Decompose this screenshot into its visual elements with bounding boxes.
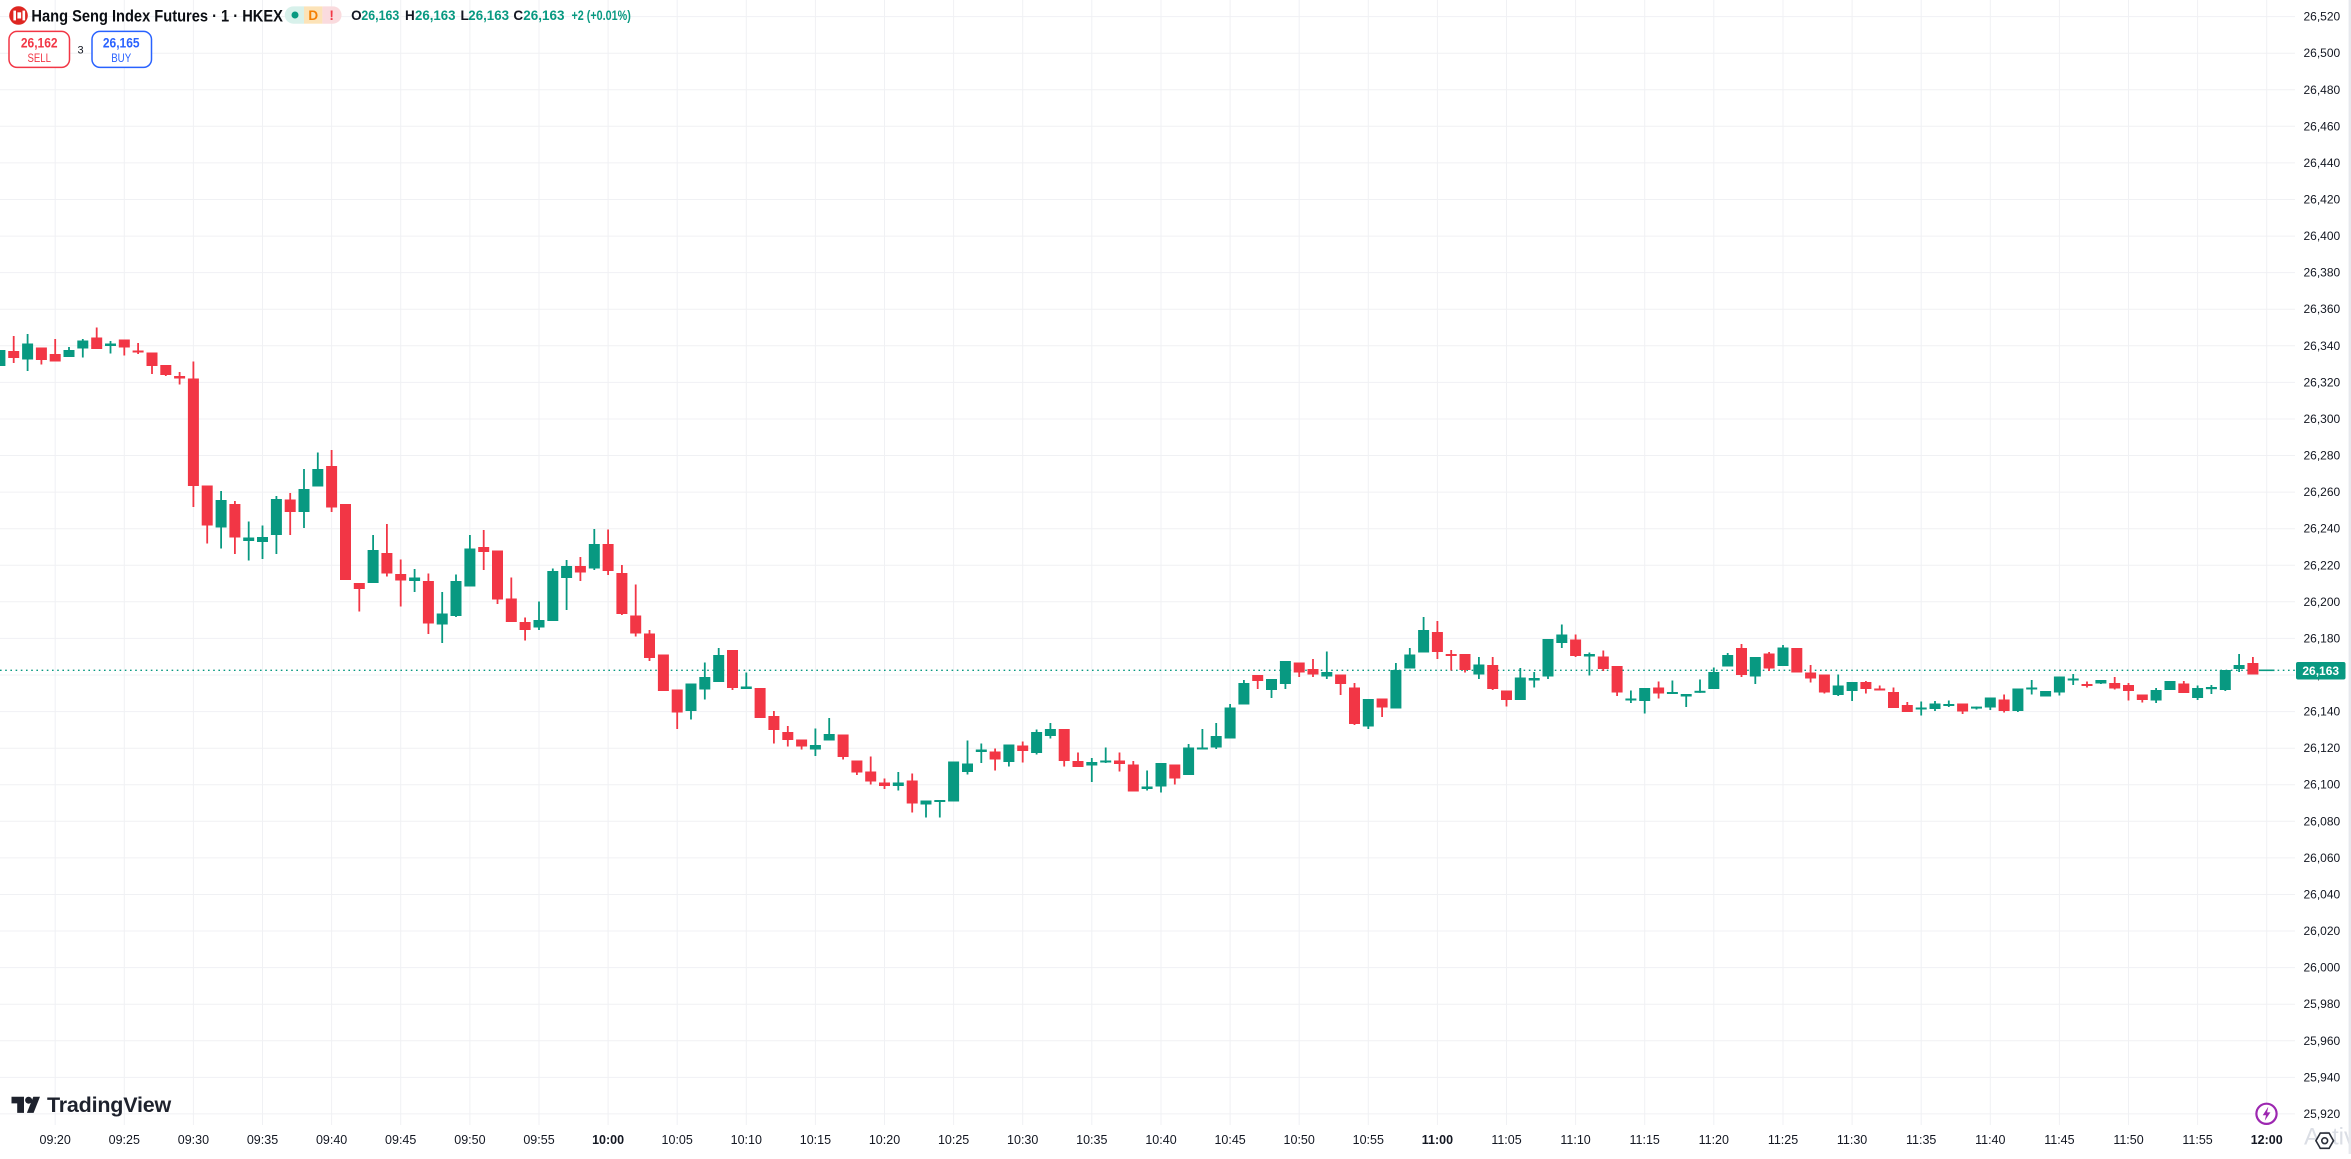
svg-text:26,120: 26,120 — [2304, 741, 2341, 755]
svg-text:26,240: 26,240 — [2304, 522, 2341, 536]
svg-text:+2 (+0.01%): +2 (+0.01%) — [572, 8, 631, 23]
svg-text:10:50: 10:50 — [1284, 1133, 1315, 1147]
svg-text:11:25: 11:25 — [1768, 1133, 1798, 1147]
svg-text:10:30: 10:30 — [1007, 1133, 1038, 1147]
svg-text:26,220: 26,220 — [2304, 558, 2341, 572]
svg-text:26,020: 26,020 — [2304, 924, 2341, 938]
svg-text:25,920: 25,920 — [2304, 1107, 2341, 1121]
svg-text:25,940: 25,940 — [2304, 1070, 2341, 1084]
svg-text:09:55: 09:55 — [523, 1133, 554, 1147]
svg-text:3: 3 — [77, 45, 83, 57]
svg-text:26,060: 26,060 — [2304, 851, 2341, 865]
svg-text:10:25: 10:25 — [938, 1133, 969, 1147]
svg-text:10:35: 10:35 — [1076, 1133, 1107, 1147]
svg-text:26,280: 26,280 — [2304, 449, 2341, 463]
svg-text:10:05: 10:05 — [662, 1133, 693, 1147]
svg-text:10:20: 10:20 — [869, 1133, 900, 1147]
svg-text:26,380: 26,380 — [2304, 266, 2341, 280]
svg-text:!: ! — [329, 8, 334, 23]
svg-text:26,163: 26,163 — [361, 8, 399, 23]
svg-text:O: O — [351, 8, 362, 23]
svg-text:11:40: 11:40 — [1975, 1133, 2005, 1147]
svg-text:26,000: 26,000 — [2304, 961, 2341, 975]
svg-text:26,162: 26,162 — [21, 36, 58, 51]
svg-text:11:45: 11:45 — [2044, 1133, 2074, 1147]
svg-text:26,163: 26,163 — [523, 8, 565, 23]
svg-text:26,080: 26,080 — [2304, 814, 2341, 828]
svg-text:26,040: 26,040 — [2304, 888, 2341, 902]
svg-text:10:15: 10:15 — [800, 1133, 831, 1147]
svg-text:TradingView: TradingView — [47, 1093, 172, 1117]
svg-text:26,163: 26,163 — [415, 8, 456, 23]
svg-text:12:00: 12:00 — [2251, 1133, 2283, 1147]
svg-text:09:20: 09:20 — [40, 1133, 71, 1147]
svg-text:10:00: 10:00 — [592, 1133, 624, 1147]
svg-text:11:30: 11:30 — [1837, 1133, 1867, 1147]
svg-text:26,163: 26,163 — [468, 8, 509, 23]
svg-text:11:15: 11:15 — [1630, 1133, 1660, 1147]
svg-text:25,960: 25,960 — [2304, 1034, 2341, 1048]
svg-text:26,340: 26,340 — [2304, 339, 2341, 353]
svg-text:Hang Seng Index Futures · 1 ·: Hang Seng Index Futures · 1 · HKEX — [31, 7, 283, 26]
svg-text:26,163: 26,163 — [2302, 664, 2339, 678]
svg-text:26,420: 26,420 — [2304, 193, 2341, 207]
svg-text:26,360: 26,360 — [2304, 302, 2341, 316]
svg-text:09:35: 09:35 — [247, 1133, 278, 1147]
svg-text:11:00: 11:00 — [1422, 1133, 1453, 1147]
svg-text:26,440: 26,440 — [2304, 156, 2341, 170]
svg-text:09:50: 09:50 — [454, 1133, 485, 1147]
svg-text:26,320: 26,320 — [2304, 375, 2341, 389]
svg-text:26,180: 26,180 — [2304, 631, 2341, 645]
svg-text:C: C — [513, 8, 523, 23]
svg-text:11:55: 11:55 — [2182, 1133, 2212, 1147]
svg-text:25,980: 25,980 — [2304, 997, 2341, 1011]
svg-text:26,520: 26,520 — [2304, 10, 2341, 24]
svg-text:SELL: SELL — [27, 53, 51, 65]
svg-text:26,480: 26,480 — [2304, 83, 2341, 97]
svg-text:10:40: 10:40 — [1145, 1133, 1176, 1147]
svg-text:09:40: 09:40 — [316, 1133, 347, 1147]
svg-text:26,200: 26,200 — [2304, 595, 2341, 609]
svg-text:10:45: 10:45 — [1214, 1133, 1245, 1147]
svg-text:10:10: 10:10 — [731, 1133, 762, 1147]
svg-text:11:20: 11:20 — [1699, 1133, 1729, 1147]
svg-text:09:25: 09:25 — [109, 1133, 140, 1147]
svg-text:26,260: 26,260 — [2304, 485, 2341, 499]
svg-text:L: L — [461, 8, 469, 23]
svg-text:11:10: 11:10 — [1560, 1133, 1590, 1147]
svg-text:26,300: 26,300 — [2304, 412, 2341, 426]
svg-text:10:55: 10:55 — [1353, 1133, 1384, 1147]
svg-text:09:45: 09:45 — [385, 1133, 416, 1147]
svg-text:26,165: 26,165 — [103, 36, 140, 51]
svg-text:26,140: 26,140 — [2304, 705, 2341, 719]
svg-text:09:30: 09:30 — [178, 1133, 209, 1147]
svg-text:11:05: 11:05 — [1491, 1133, 1521, 1147]
svg-text:11:50: 11:50 — [2113, 1133, 2143, 1147]
svg-text:H: H — [405, 8, 415, 23]
svg-text:26,400: 26,400 — [2304, 229, 2341, 243]
svg-text:D: D — [308, 8, 318, 23]
svg-text:11:35: 11:35 — [1906, 1133, 1936, 1147]
svg-text:26,100: 26,100 — [2304, 778, 2341, 792]
svg-text:BUY: BUY — [111, 53, 131, 65]
svg-text:26,460: 26,460 — [2304, 119, 2341, 133]
svg-text:26,500: 26,500 — [2304, 46, 2341, 60]
